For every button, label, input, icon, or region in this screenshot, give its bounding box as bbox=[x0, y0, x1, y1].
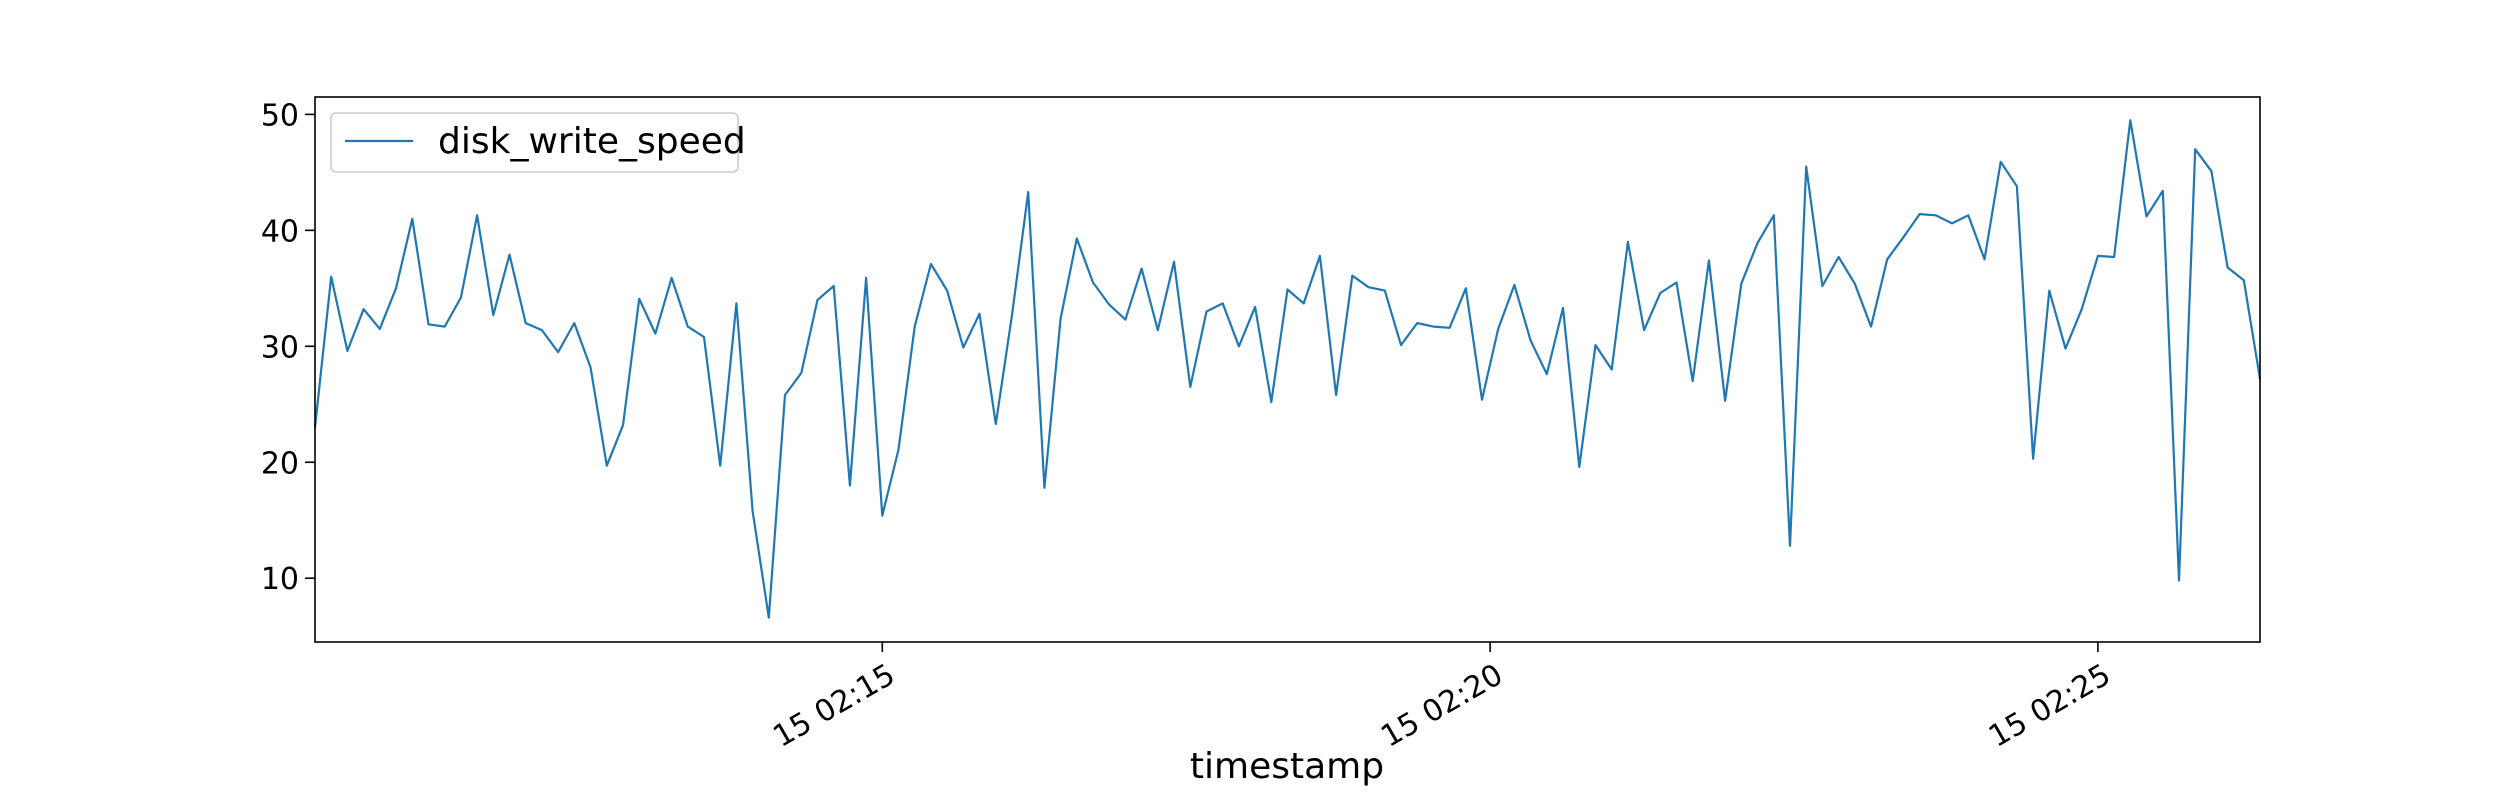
x-tick-label: 15 02:15 bbox=[767, 657, 901, 754]
series-line-disk-write-speed bbox=[315, 120, 2260, 617]
legend-label: disk_write_speed bbox=[438, 121, 746, 162]
x-tick-label: 15 02:25 bbox=[1983, 657, 2117, 754]
plot-area-frame bbox=[315, 97, 2260, 642]
x-axis-label: timestamp bbox=[1190, 746, 1384, 787]
y-tick-label: 20 bbox=[261, 446, 299, 481]
y-tick-label: 40 bbox=[261, 214, 299, 249]
y-tick-label: 30 bbox=[261, 330, 299, 365]
x-tick-label: 15 02:20 bbox=[1375, 657, 1509, 754]
y-tick-label: 50 bbox=[261, 98, 299, 133]
y-tick-label: 10 bbox=[261, 562, 299, 597]
legend: disk_write_speed bbox=[331, 113, 746, 172]
